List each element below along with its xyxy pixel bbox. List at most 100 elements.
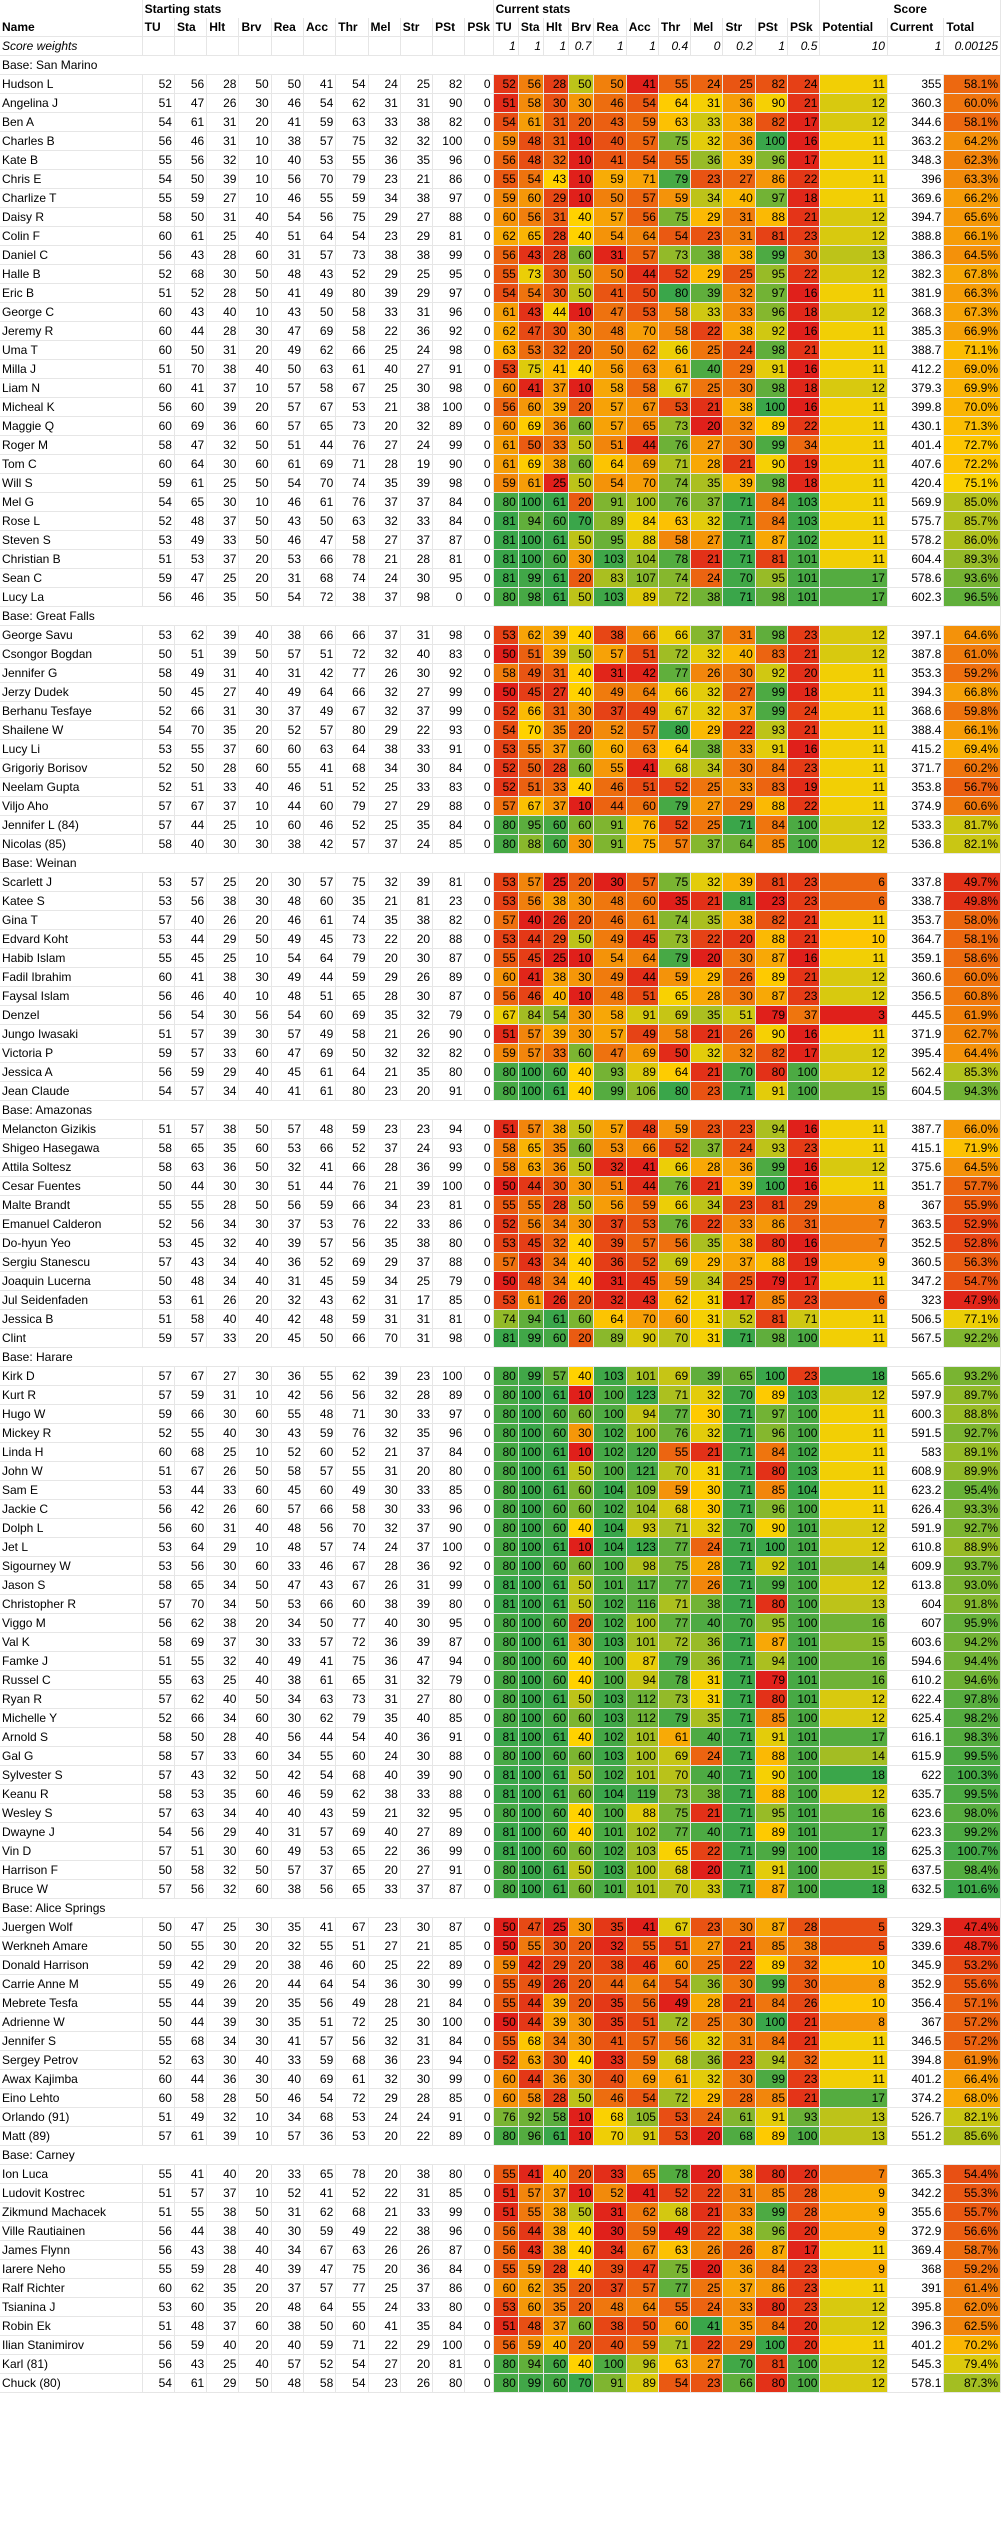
table-row[interactable]: Charles B 56 46 31 10 38 57 75 32 32 100 0 59 48 31 10 4… [0, 131, 1001, 151]
table-row[interactable]: Jessica A 56 59 29 40 45 61 64 21 35 80 0 80 100 60 40 9… [0, 1062, 1001, 1082]
table-row[interactable]: Eino Lehto 60 58 28 50 46 54 72 29 28 85 0 60 58 28 50 4… [0, 2088, 1001, 2108]
table-row[interactable]: Carrie Anne M 55 49 26 20 44 64 54 36 30 99 0 55 49 26… [0, 1974, 1001, 1994]
table-row[interactable]: Attila Soltesz 58 63 36 50 32 41 66 28 36 99 0 58 63 3… [0, 1157, 1001, 1177]
table-row[interactable]: Kate B 55 56 32 10 40 53 55 36 35 96 0 56 48 32 10 41 54 5… [0, 150, 1001, 170]
table-row[interactable]: Ralf Richter 60 62 35 20 37 57 77 25 37 86 0 60 62 35 2… [0, 2278, 1001, 2298]
table-row[interactable]: Donald Harrison 59 42 29 20 38 46 60 25 22 89 0 59 42… [0, 1955, 1001, 1975]
table-row[interactable]: Jason S 58 65 34 50 47 43 67 26 31 99 0 81 100 61 50 101… [0, 1575, 1001, 1595]
table-row[interactable]: Mickey R 52 55 40 30 43 59 76 32 35 96 0 80 100 60 30 10… [0, 1423, 1001, 1443]
table-row[interactable]: Clint 59 57 33 20 45 50 66 70 31 98 0 81 99 60 20 89 90 70… [0, 1328, 1001, 1348]
table-row[interactable]: Mel G 54 65 30 10 46 61 76 37 37 84 0 80 100 61 20 91 100… [0, 492, 1001, 512]
table-row[interactable]: Michelle Y 52 66 34 60 30 62 79 35 40 85 0 80 100 60 60… [0, 1708, 1001, 1728]
table-row[interactable]: Joaquin Lucerna 50 48 34 40 31 45 59 34 25 79 0 50 48… [0, 1271, 1001, 1291]
table-row[interactable]: Nicolas (85) 58 40 30 30 38 42 57 37 24 85 0 80 88 60 3… [0, 834, 1001, 854]
table-row[interactable]: Jungo Iwasaki 51 57 39 30 57 49 58 21 26 90 0 51 57 39… [0, 1024, 1001, 1044]
table-row[interactable]: Jet L 53 64 29 10 48 57 74 24 37 100 0 80 100 61 10 104 1… [0, 1537, 1001, 1557]
table-row[interactable]: Lucy La 56 46 35 50 54 72 38 37 98 0 0 80 98 61 50 103 89… [0, 587, 1001, 607]
table-row[interactable]: Sylvester S 57 43 32 50 42 54 68 40 39 90 0 81 100 61 5… [0, 1765, 1001, 1785]
table-row[interactable]: Jessica B 51 58 40 40 42 48 59 31 31 81 0 74 94 61 60 64… [0, 1309, 1001, 1329]
table-row[interactable]: Daisy R 58 50 31 40 54 56 75 29 27 88 0 60 56 31 40 57 56… [0, 207, 1001, 227]
table-row[interactable]: Werkneh Amare 50 55 30 20 32 55 51 27 21 85 0 50 55 30… [0, 1936, 1001, 1956]
table-row[interactable]: Neelam Gupta 52 51 33 40 46 51 52 25 33 83 0 52 51 33 4… [0, 777, 1001, 797]
table-row[interactable]: Chuck (80) 54 61 29 50 48 58 54 23 26 80 0 80 99 60 70 9… [0, 2373, 1001, 2393]
table-row[interactable]: Christopher R 57 70 34 50 53 66 60 38 39 80 0 81 100 6… [0, 1594, 1001, 1614]
table-row[interactable]: Rose L 52 48 37 50 43 50 63 32 33 84 0 81 94 60 70 89 84 6… [0, 511, 1001, 531]
table-row[interactable]: Russel C 55 63 25 40 38 61 65 31 32 79 0 80 100 60 40 10… [0, 1670, 1001, 1690]
table-row[interactable]: Val K 58 69 37 30 33 57 72 36 39 87 0 80 100 61 30 103 10… [0, 1632, 1001, 1652]
table-row[interactable]: Jennifer L (84) 57 44 25 10 60 46 52 25 35 84 0 80 95… [0, 815, 1001, 835]
table-row[interactable]: Melancton Gizikis 51 57 38 50 57 48 59 23 23 94 0 51… [0, 1119, 1001, 1139]
table-row[interactable]: Sam E 53 44 33 60 45 60 49 30 33 85 0 80 100 61 60 104 10… [0, 1480, 1001, 1500]
table-row[interactable]: Katee S 53 56 38 30 48 60 35 21 81 23 0 53 56 38 30 48 60… [0, 891, 1001, 911]
table-row[interactable]: Micheal K 56 60 39 20 57 67 53 21 38 100 0 56 60 39 20 5… [0, 397, 1001, 417]
table-row[interactable]: Angelina J 51 47 26 30 46 54 62 31 31 90 0 51 58 30 30 4… [0, 93, 1001, 113]
table-row[interactable]: Jennifer S 55 68 34 30 41 57 56 32 31 84 0 55 68 34 30 4… [0, 2031, 1001, 2051]
table-row[interactable]: Ion Luca 55 41 40 20 33 65 78 20 38 80 0 55 41 40 20 33 6… [0, 2164, 1001, 2184]
table-row[interactable]: Roger M 58 47 32 50 51 44 76 27 24 99 0 61 50 33 50 51 44… [0, 435, 1001, 455]
table-row[interactable]: Jennifer G 58 49 31 40 31 42 77 26 30 92 0 58 49 31 40 3… [0, 663, 1001, 683]
table-row[interactable]: Dwayne J 54 56 29 40 31 57 69 40 27 89 0 81 100 60 40 10… [0, 1822, 1001, 1842]
table-row[interactable]: Ville Rautiainen 56 44 38 40 30 59 49 22 38 96 0 56 4… [0, 2221, 1001, 2241]
table-row[interactable]: Steven S 53 49 33 50 46 47 58 27 37 87 0 81 100 61 50 95… [0, 530, 1001, 550]
table-row[interactable]: Malte Brandt 55 55 28 50 56 59 66 34 23 81 0 55 55 28 5… [0, 1195, 1001, 1215]
table-row[interactable]: Halle B 52 68 30 50 48 43 52 29 25 95 0 55 73 30 50 50 44… [0, 264, 1001, 284]
table-row[interactable]: Csongor Bogdan 50 51 39 50 57 51 72 32 40 83 0 50 51 3… [0, 644, 1001, 664]
table-row[interactable]: Viljo Aho 57 67 37 10 44 60 79 27 29 88 0 57 67 37 10 44… [0, 796, 1001, 816]
table-row[interactable]: Emanuel Calderon 52 56 34 30 37 53 76 22 33 86 0 52 5… [0, 1214, 1001, 1234]
table-row[interactable]: Iarere Neho 55 59 28 40 39 47 75 20 36 84 0 55 59 28 40… [0, 2259, 1001, 2279]
table-row[interactable]: George Savu 53 62 39 40 38 66 66 37 31 98 0 53 62 39 40… [0, 625, 1001, 645]
table-row[interactable]: Ludovit Kostrec 51 57 37 10 52 41 52 22 31 85 0 51 57… [0, 2183, 1001, 2203]
table-row[interactable]: Gina T 57 40 26 20 46 61 74 35 38 82 0 57 40 26 20 46 61 7… [0, 910, 1001, 930]
table-row[interactable]: Will S 59 61 25 50 54 70 74 35 39 98 0 59 61 25 50 54 70 7… [0, 473, 1001, 493]
table-row[interactable]: Zikmund Machacek 51 55 38 50 31 62 68 21 33 99 0 51 5… [0, 2202, 1001, 2222]
table-row[interactable]: Linda H 60 68 25 10 52 60 52 21 37 84 0 80 100 61 10 102… [0, 1442, 1001, 1462]
table-row[interactable]: Hudson L 52 56 28 50 50 41 54 24 25 82 0 52 56 28 50 50 4… [0, 74, 1001, 94]
table-row[interactable]: Victoria P 59 57 33 60 47 69 50 32 32 82 0 59 57 33 60 4… [0, 1043, 1001, 1063]
table-row[interactable]: Uma T 60 50 31 20 49 62 66 25 24 98 0 63 53 32 20 50 62 66… [0, 340, 1001, 360]
table-row[interactable]: Ilian Stanimirov 56 59 40 20 40 59 71 22 29 100 0 56… [0, 2335, 1001, 2355]
table-row[interactable]: Eric B 51 52 28 50 41 49 80 39 29 97 0 54 54 30 50 41 50 8… [0, 283, 1001, 303]
table-row[interactable]: Vin D 57 51 30 60 49 53 65 22 36 99 0 81 100 60 60 102 10… [0, 1841, 1001, 1861]
table-row[interactable]: Colin F 60 61 25 40 51 64 54 23 29 81 0 62 65 28 40 54 64… [0, 226, 1001, 246]
table-row[interactable]: Ben A 54 61 31 20 41 59 63 33 38 82 0 54 61 31 20 43 59 63… [0, 112, 1001, 132]
table-row[interactable]: Dolph L 56 60 31 40 48 56 70 32 37 90 0 80 100 60 40 104… [0, 1518, 1001, 1538]
table-row[interactable]: George C 60 43 40 10 43 50 58 33 31 96 0 61 43 44 10 47 5… [0, 302, 1001, 322]
table-row[interactable]: Chris E 54 50 39 10 56 70 79 23 21 86 0 55 54 43 10 59 71… [0, 169, 1001, 189]
table-row[interactable]: Sigourney W 53 56 30 60 33 46 67 28 36 92 0 80 100 60 6… [0, 1556, 1001, 1576]
table-row[interactable]: Jackie C 56 42 26 60 57 66 58 30 33 96 0 80 100 60 60 10… [0, 1499, 1001, 1519]
table-row[interactable]: Cesar Fuentes 50 44 30 30 51 44 76 21 39 100 0 50 44 3… [0, 1176, 1001, 1196]
table-row[interactable]: Scarlett J 53 57 25 20 30 57 75 32 39 81 0 53 57 25 20 3… [0, 872, 1001, 892]
table-row[interactable]: Christian B 51 53 37 20 53 66 78 21 28 81 0 81 100 60 3… [0, 549, 1001, 569]
table-row[interactable]: Faysal Islam 56 46 40 10 48 51 65 28 30 87 0 56 46 40 1… [0, 986, 1001, 1006]
table-row[interactable]: Sergey Petrov 52 63 30 40 33 59 68 36 23 94 0 52 63 30… [0, 2050, 1001, 2070]
table-row[interactable]: Habib Islam 55 45 25 10 54 64 79 20 30 87 0 55 45 25 10… [0, 948, 1001, 968]
table-row[interactable]: Juergen Wolf 50 47 25 30 35 41 67 23 30 87 0 50 47 25 3… [0, 1917, 1001, 1937]
table-row[interactable]: Viggo M 56 62 38 20 34 50 77 40 30 95 0 80 100 60 20 102… [0, 1613, 1001, 1633]
table-row[interactable]: Wesley S 57 63 34 40 40 43 59 21 32 95 0 80 100 60 40 10… [0, 1803, 1001, 1823]
table-row[interactable]: Tsianina J 53 60 35 20 48 64 55 24 33 80 0 53 60 35 20 4… [0, 2297, 1001, 2317]
table-row[interactable]: Ryan R 57 62 40 50 34 63 73 31 27 80 0 80 100 61 50 103 1… [0, 1689, 1001, 1709]
table-row[interactable]: Orlando (91) 51 49 32 10 34 68 53 24 24 91 0 76 92 58 1… [0, 2107, 1001, 2127]
table-row[interactable]: Tom C 60 64 30 60 61 69 71 28 19 90 0 61 69 38 60 64 69 71… [0, 454, 1001, 474]
table-row[interactable]: Kirk D 57 67 27 30 36 55 62 39 23 100 0 80 99 57 40 103 1… [0, 1366, 1001, 1386]
table-row[interactable]: Do-hyun Yeo 53 45 32 40 39 57 56 35 38 80 0 53 45 32 40… [0, 1233, 1001, 1253]
table-row[interactable]: Shigeo Hasegawa 58 65 35 60 53 66 52 37 24 93 0 58 65… [0, 1138, 1001, 1158]
table-row[interactable]: Arnold S 58 50 28 40 56 44 54 40 36 91 0 81 100 61 40 10… [0, 1727, 1001, 1747]
table-row[interactable]: Harrison F 50 58 32 50 57 37 65 20 27 91 0 80 100 61 50… [0, 1860, 1001, 1880]
table-row[interactable]: Famke J 51 55 32 40 49 41 75 36 47 94 0 80 100 60 40 100… [0, 1651, 1001, 1671]
table-row[interactable]: Sergiu Stanescu 57 43 34 40 36 52 69 29 37 88 0 57 43… [0, 1252, 1001, 1272]
table-row[interactable]: Charlize T 55 59 27 10 46 55 59 34 38 97 0 59 60 29 10 5… [0, 188, 1001, 208]
table-row[interactable]: Hugo W 59 66 30 60 55 48 71 30 33 97 0 80 100 60 60 100 9… [0, 1404, 1001, 1424]
table-row[interactable]: Jerzy Dudek 50 45 27 40 49 64 66 32 27 99 0 50 45 27 40… [0, 682, 1001, 702]
table-row[interactable]: Fadil Ibrahim 60 41 38 30 49 44 59 29 26 89 0 60 41 38… [0, 967, 1001, 987]
table-row[interactable]: John W 51 67 26 50 58 57 55 31 20 80 0 80 100 61 50 100 1… [0, 1461, 1001, 1481]
table-row[interactable]: Adrienne W 50 44 39 30 35 51 72 25 30 100 0 50 44 39 30… [0, 2012, 1001, 2032]
table-row[interactable]: Jean Claude 54 57 34 40 41 61 80 23 20 91 0 80 100 61 4… [0, 1081, 1001, 1101]
table-row[interactable]: Lucy Li 53 55 37 60 60 63 64 38 33 91 0 53 55 37 60 60 63… [0, 739, 1001, 759]
table-row[interactable]: Berhanu Tesfaye 52 66 31 30 37 49 67 32 37 99 0 52 66… [0, 701, 1001, 721]
table-row[interactable]: Grigoriy Borisov 52 50 28 60 55 41 68 34 30 84 0 52 5… [0, 758, 1001, 778]
table-row[interactable]: Robin Ek 51 48 37 60 38 50 60 41 35 84 0 51 48 37 60 38 5… [0, 2316, 1001, 2336]
table-row[interactable]: Shailene W 54 70 35 20 52 57 80 29 22 93 0 54 70 35 20 5… [0, 720, 1001, 740]
table-row[interactable]: Mebrete Tesfa 55 44 39 20 35 56 49 28 21 84 0 55 44 39… [0, 1993, 1001, 2013]
table-row[interactable]: Bruce W 57 56 32 60 38 56 65 33 37 87 0 80 100 61 60 101… [0, 1879, 1001, 1899]
